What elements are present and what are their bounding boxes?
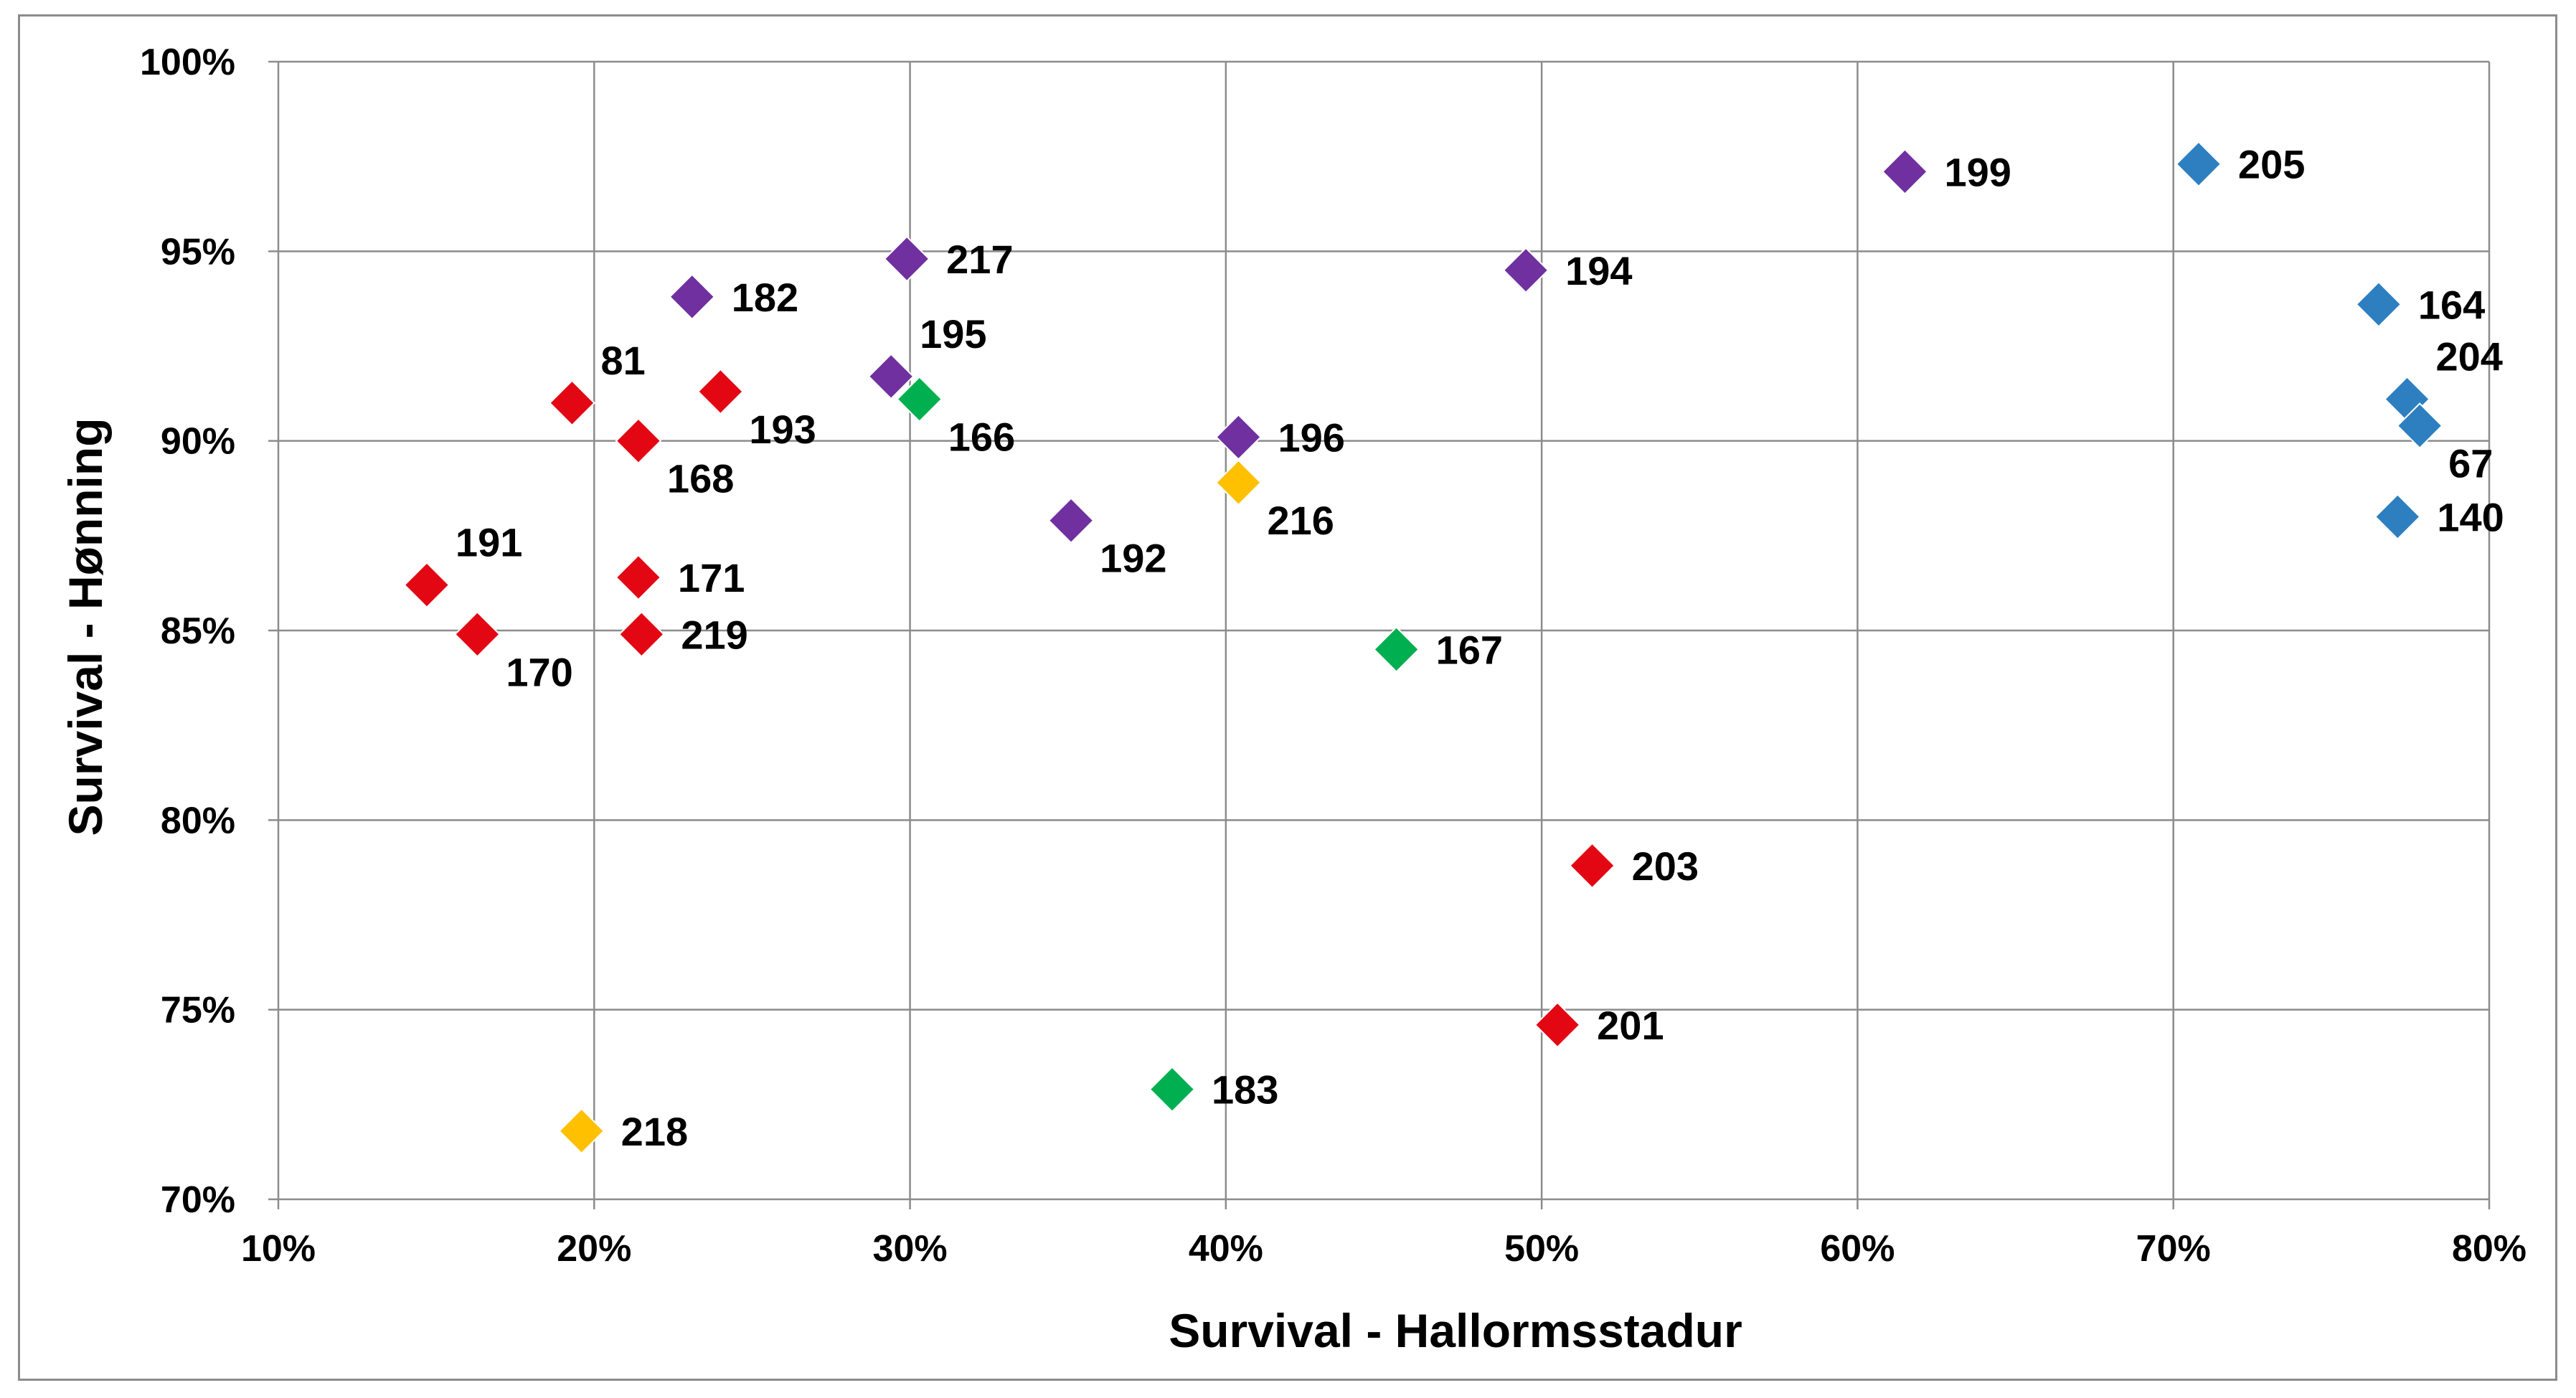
point-label-140: 140 [2437,494,2504,539]
point-label-183: 183 [1212,1067,1278,1113]
point-label-205: 205 [2238,142,2305,187]
point-marker-183 [1148,1066,1196,1113]
point-marker-164 [2355,280,2402,328]
point-label-168: 168 [667,456,734,501]
point-label-182: 182 [732,275,798,320]
point-label-166: 166 [948,415,1015,460]
point-marker-167 [1373,626,1420,673]
point-marker-81 [549,379,595,427]
x-tick-label: 40% [1189,1228,1263,1270]
point-label-194: 194 [1565,248,1632,293]
point-label-204: 204 [2436,334,2503,379]
point-label-191: 191 [456,520,522,565]
point-label-201: 201 [1597,1003,1664,1048]
x-tick-label: 70% [2136,1228,2211,1270]
point-marker-171 [615,554,662,601]
point-marker-201 [1534,1001,1581,1049]
x-tick-label: 80% [2452,1228,2527,1270]
point-marker-194 [1502,247,1549,294]
x-tick-label: 20% [557,1228,631,1270]
y-tick-label: 80% [161,800,235,841]
point-marker-191 [403,562,450,608]
point-label-203: 203 [1632,844,1699,889]
point-label-216: 216 [1267,498,1334,543]
point-labels: 81 168 193 191 170 171 219 203 201 182 217 195 192 19… [456,142,2504,1154]
y-tick-label: 100% [140,42,235,83]
y-tick-label: 90% [161,421,235,463]
point-marker-219 [618,610,665,658]
x-tick-label: 30% [873,1228,948,1270]
point-label-67: 67 [2448,441,2493,486]
axis-ticks: 10% 20% 30% 40% 50% 60% 70% 80% 70% 75% 80% 85% 90% 9… [140,42,2527,1270]
y-tick-label: 70% [161,1179,235,1221]
point-marker-216 [1215,459,1262,506]
point-label-218: 218 [621,1109,688,1154]
point-label-195: 195 [920,311,986,356]
y-tick-label: 75% [161,990,235,1031]
point-marker-170 [453,610,501,658]
x-tick-label: 10% [241,1228,316,1270]
y-tick-label: 95% [161,231,235,273]
x-tick-label: 60% [1820,1228,1895,1270]
point-label-193: 193 [749,407,816,452]
point-marker-203 [1569,842,1616,889]
point-label-171: 171 [678,555,745,600]
point-label-217: 217 [946,237,1013,282]
point-marker-218 [558,1107,605,1155]
point-marker-205 [2175,141,2222,188]
point-marker-217 [883,235,930,283]
point-marker-168 [615,417,662,465]
chart-frame [18,14,2557,1381]
point-label-219: 219 [681,612,747,657]
point-marker-199 [1882,148,1928,195]
data-points [403,141,2443,1155]
point-label-164: 164 [2418,282,2485,327]
point-label-199: 199 [1944,149,2011,194]
point-marker-195 [867,353,915,400]
point-marker-166 [896,376,943,422]
point-marker-67 [2396,402,2443,449]
point-label-81: 81 [600,338,645,383]
point-marker-140 [2374,493,2421,540]
x-axis-title: Survival - Hallormsstadur [1169,1304,1742,1357]
x-tick-label: 50% [1504,1228,1579,1270]
point-label-192: 192 [1100,536,1166,581]
point-marker-196 [1215,413,1262,461]
y-tick-label: 85% [161,610,235,652]
point-label-196: 196 [1278,415,1344,460]
point-marker-192 [1047,497,1095,544]
point-label-170: 170 [506,649,572,694]
point-marker-193 [697,368,744,415]
y-axis-title: Survival - Hønning [59,417,112,836]
grid-lines [277,60,2491,1201]
point-marker-182 [669,273,716,321]
point-label-167: 167 [1436,627,1503,672]
